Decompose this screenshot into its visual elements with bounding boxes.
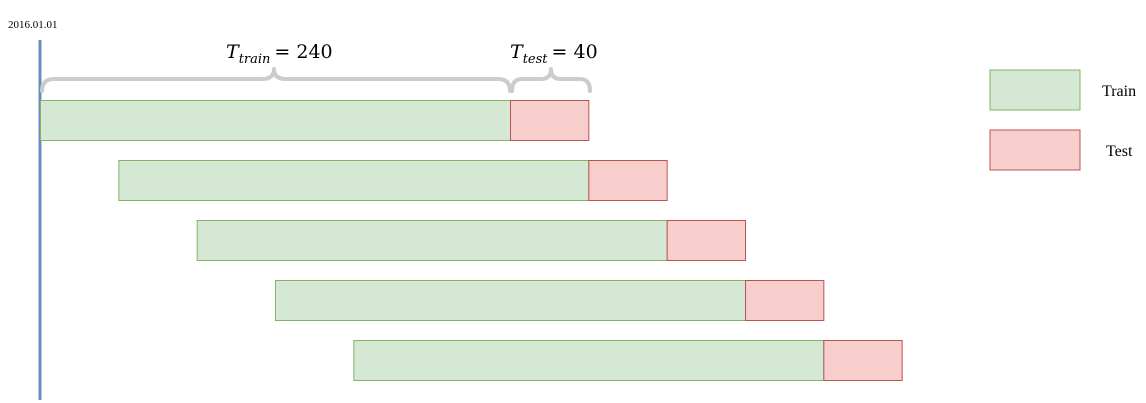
train-brace [40,67,512,93]
train-segment [196,220,668,261]
test-subscript: test [523,52,549,67]
train-length-label: Ttrain = 240 [226,41,333,67]
test-symbol: T [510,41,524,63]
train-segment [40,100,511,141]
train-subscript: train [239,52,271,67]
window-row-4 [275,280,825,321]
test-segment [510,100,590,141]
test-segment [823,340,903,381]
legend: Train Test [989,69,1136,171]
window-row-3 [196,220,747,261]
test-value: = 40 [552,41,598,63]
legend-test-swatch [989,129,1081,171]
train-value: = 240 [274,41,332,63]
train-segment [275,280,746,321]
test-segment [588,160,668,201]
train-segment [118,160,590,201]
test-length-label: Ttest = 40 [510,41,598,67]
legend-train-label: Train [1102,83,1136,100]
window-row-5 [353,340,903,381]
window-row-2 [118,160,668,201]
window-row-1 [40,100,590,141]
test-segment [666,220,747,261]
test-segment [745,280,825,321]
train-segment [353,340,825,381]
window-rows [40,100,903,381]
legend-train-swatch [989,69,1081,111]
test-brace [510,67,592,93]
start-date-label: 2016.01.01 [8,19,58,31]
train-symbol: T [226,41,240,63]
legend-test-label: Test [1106,143,1133,160]
